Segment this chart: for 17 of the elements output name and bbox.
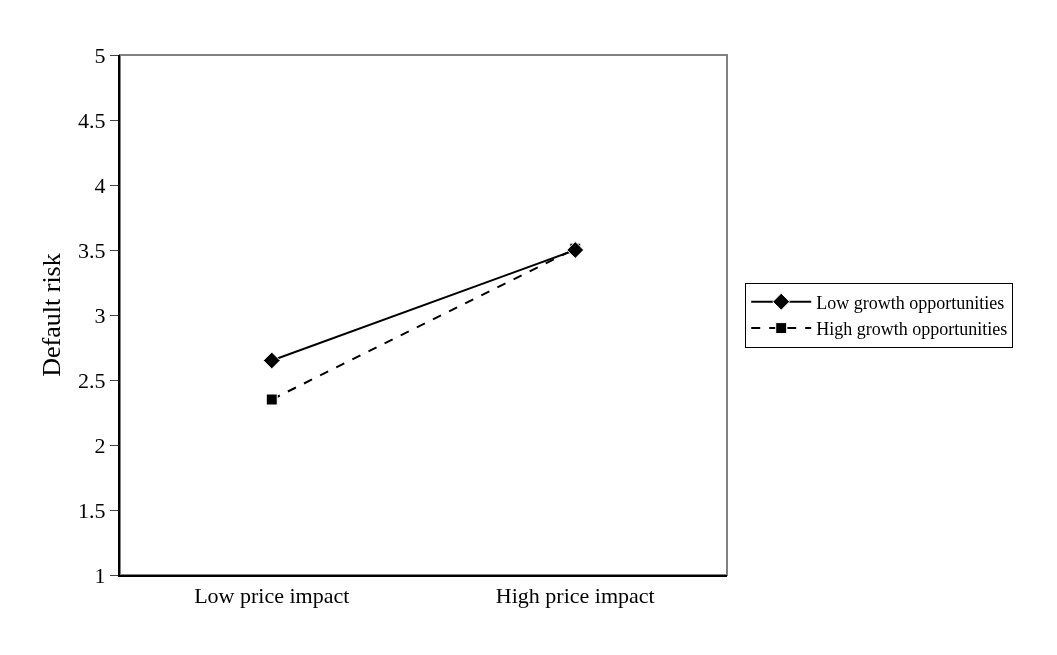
point (262, 351, 281, 370)
y-tick-label: 4.5 (78, 107, 106, 133)
y-tick-label: 5 (94, 42, 106, 68)
y-tick-label: 1.5 (78, 497, 106, 523)
y-tick-label: 2.5 (78, 367, 106, 393)
legend-label: High growth opportunities (816, 319, 1008, 340)
y-axis-title: Default risk (37, 253, 66, 377)
x-tick-label: High price impact (495, 583, 655, 609)
y-tick-label: 2 (94, 432, 106, 458)
y-tick-label: 4 (94, 172, 106, 198)
point (566, 241, 585, 259)
point (265, 393, 278, 406)
y-tick-label: 1 (94, 562, 106, 588)
x-tick-label: Low price impact (194, 583, 350, 609)
y-tick-label: 3 (94, 302, 106, 328)
legend-label: Low growth opportunities (816, 292, 1005, 313)
y-tick-label: 3.5 (78, 237, 106, 263)
